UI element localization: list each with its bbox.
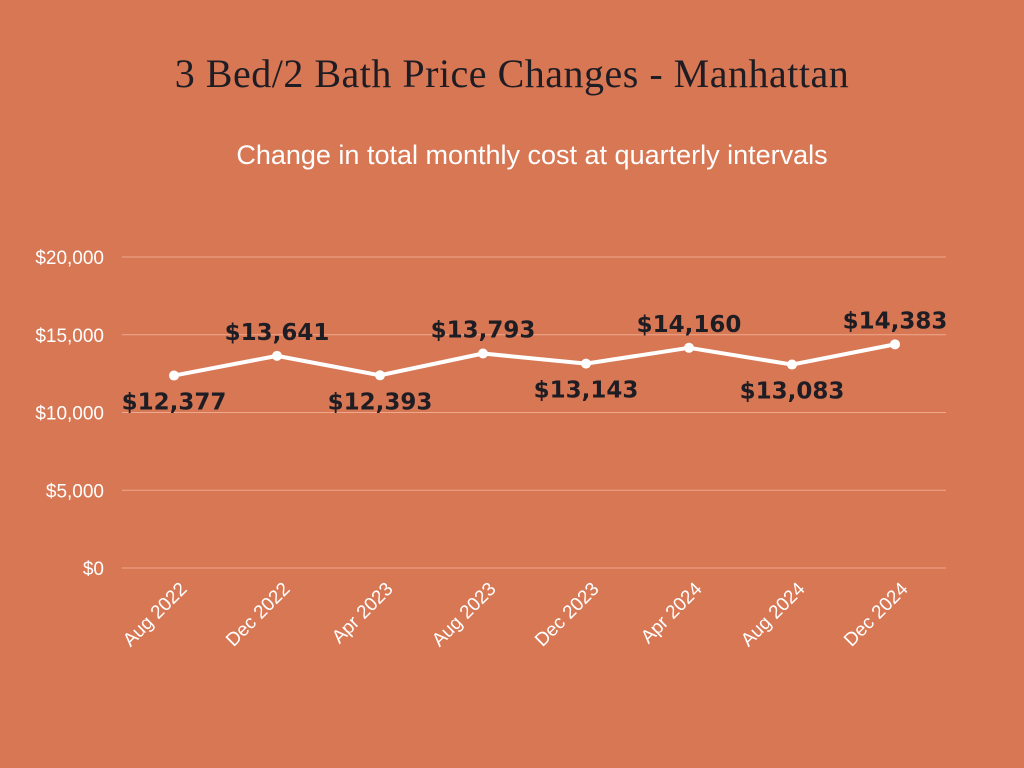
data-point [890,339,900,350]
y-tick-label: $15,000 [35,326,104,347]
x-tick-label: Aug 2023 [428,579,500,651]
x-tick-label: Aug 2022 [119,579,191,651]
data-label: $14,160 [637,312,742,338]
data-point [478,348,488,359]
data-point [272,350,282,361]
data-labels: $12,377 $13,641 $12,393 $13,793 $13,143 $14,1… [122,308,948,415]
x-tick-label: Dec 2023 [531,579,603,651]
chart-subtitle: Change in total monthly cost at quarterl… [236,140,828,170]
data-label: $14,383 [843,308,948,334]
x-tick-label: Aug 2024 [737,578,810,651]
data-point [684,342,694,353]
data-label: $13,143 [534,378,639,404]
x-tick-label: Apr 2024 [637,578,707,648]
data-point [375,370,385,381]
data-label: $12,377 [122,390,227,416]
data-point [787,359,797,370]
y-axis-ticks: $0 $5,000 $10,000 $15,000 $20,000 [35,248,104,580]
data-label: $13,793 [431,318,536,344]
y-tick-label: $5,000 [46,481,104,502]
x-tick-label: Dec 2024 [840,578,913,651]
x-tick-label: Dec 2022 [222,579,294,651]
y-tick-label: $20,000 [35,248,104,269]
x-tick-label: Apr 2023 [328,579,397,648]
data-label: $13,641 [225,320,330,346]
grid-lines [122,256,946,569]
y-tick-label: $10,000 [35,404,104,425]
data-point [581,358,591,369]
chart-title: 3 Bed/2 Bath Price Changes - Manhattan [174,51,850,96]
data-point [169,370,179,381]
series-layer [169,339,900,381]
x-axis-ticks: Aug 2022 Dec 2022 Apr 2023 Aug 2023 Dec 2023… [119,578,913,651]
y-tick-label: $0 [83,559,104,580]
data-label: $12,393 [328,389,433,415]
data-label: $13,083 [740,379,845,405]
series-line [172,342,897,378]
